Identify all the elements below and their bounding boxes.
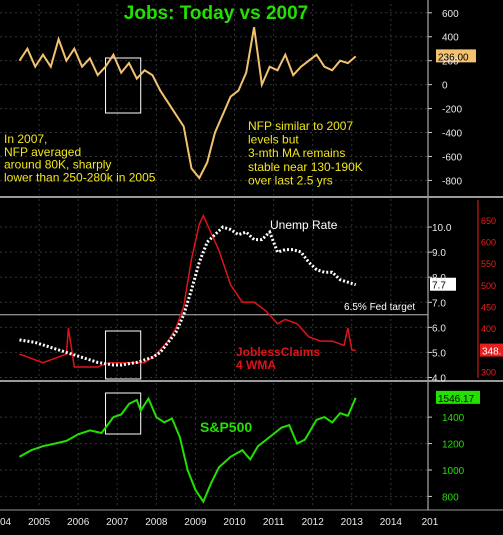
nfp-annotation-left: lower than 250-280k in 2005 — [4, 170, 156, 184]
x-tick-label: 2014 — [380, 517, 403, 528]
claims-tick-label: 600 — [481, 238, 496, 248]
claims-tick-label: 450 — [481, 302, 496, 312]
highlight-box-2007 — [105, 330, 142, 380]
nfp-tick-label: -600 — [442, 152, 462, 163]
nfp-annotation-right: stable near 130-190K — [248, 160, 363, 174]
nfp-annotation-right: over last 2.5 yrs — [248, 173, 333, 187]
jobless-claims-line — [19, 213, 356, 368]
nfp-tick-label: -200 — [442, 105, 462, 116]
x-tick-label: 2010 — [223, 517, 246, 528]
series-layer — [18, 27, 357, 504]
nfp-annotation-right: NFP similar to 2007 — [248, 119, 353, 133]
claims-tick-label: 500 — [481, 281, 496, 291]
jobless-claims-label-line2: 4 WMA — [236, 358, 276, 372]
unemp-tick-label: 8.0 — [432, 273, 446, 284]
x-tick-label: 2009 — [184, 517, 207, 528]
nfp-tick-label: 400 — [442, 33, 459, 44]
nfp-tick-label: 200 — [442, 57, 459, 68]
x-tick-label: 2008 — [145, 517, 168, 528]
nfp-last-value-bg — [436, 49, 476, 63]
unemp-tick-label: 4.0 — [432, 373, 446, 384]
spx-last-value-bg — [436, 390, 480, 404]
spx-line — [19, 396, 357, 504]
highlight-box-2007 — [105, 57, 142, 114]
x-tick-label: 2006 — [67, 517, 90, 528]
nfp-annotation-left: In 2007, — [4, 132, 47, 146]
spx-series-label: S&P500 — [200, 419, 252, 435]
unemp-tick-label: 5.0 — [432, 348, 446, 359]
fed-target-label: 6.5% Fed target — [344, 302, 415, 313]
unemp-rate-label: Unemp Rate — [270, 218, 338, 232]
nfp-tick-label: -400 — [442, 129, 462, 140]
jobless-claims-label-line1: JoblessClaims — [236, 345, 320, 359]
x-tick-label: 2005 — [28, 517, 51, 528]
claims-tick-label: 350 — [481, 346, 496, 356]
unemp-tick-label: 7.0 — [432, 298, 446, 309]
unemp-tick-label: 9.0 — [432, 248, 446, 259]
unemp-tick-label: 6.0 — [432, 323, 446, 334]
claims-tick-label: 650 — [481, 216, 496, 226]
text-layer: Jobs: Today vs 2007 Unemp Rate JoblessCl… — [0, 3, 501, 528]
nfp-annotation-right: 3-mth MA remains — [248, 146, 345, 160]
x-tick-label: 201 — [422, 517, 439, 528]
nfp-tick-label: -800 — [442, 176, 462, 187]
nfp-line — [18, 27, 357, 180]
nfp-annotation-left: NFP averaged — [4, 145, 81, 159]
spx-tick-label: 1200 — [442, 440, 465, 451]
chart-title: Jobs: Today vs 2007 — [124, 3, 308, 24]
unemp-last-value-bg — [430, 277, 456, 291]
nfp-tick-label: 600 — [442, 9, 459, 20]
x-tick-label: 2012 — [302, 517, 325, 528]
unemp-rate-line — [19, 225, 357, 367]
claims-tick-label: 300 — [481, 367, 496, 377]
claims-tick-label: 400 — [481, 324, 496, 334]
x-tick-label: 2007 — [106, 517, 129, 528]
spx-tick-label: 1400 — [442, 413, 465, 424]
spx-tick-label: 1000 — [442, 466, 465, 477]
claims-last-value: 348. — [482, 347, 501, 358]
x-tick-label: 2011 — [263, 517, 285, 528]
claims-tick-label: 550 — [481, 259, 496, 269]
unemp-tick-label: 10.0 — [432, 223, 452, 234]
unemp-last-value: 7.7 — [432, 281, 446, 292]
nfp-annotation-left: around 80K, sharply — [4, 158, 111, 172]
nfp-annotation-right: levels but — [248, 133, 299, 147]
nfp-tick-label: 0 — [442, 81, 448, 92]
spx-last-value: 1546.17 — [438, 394, 475, 405]
claims-last-value-bg — [480, 343, 503, 357]
x-tick-label: 2013 — [341, 517, 364, 528]
nfp-last-value: 236.00 — [438, 52, 469, 63]
x-tick-label: 04 — [0, 517, 12, 528]
spx-tick-label: 800 — [442, 492, 459, 503]
highlight-box-2007 — [105, 392, 142, 435]
